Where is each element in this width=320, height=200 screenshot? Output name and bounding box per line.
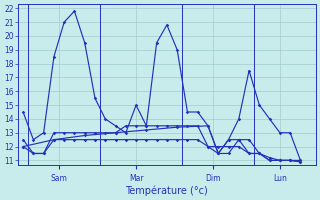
X-axis label: Température (°c): Température (°c) bbox=[125, 185, 208, 196]
